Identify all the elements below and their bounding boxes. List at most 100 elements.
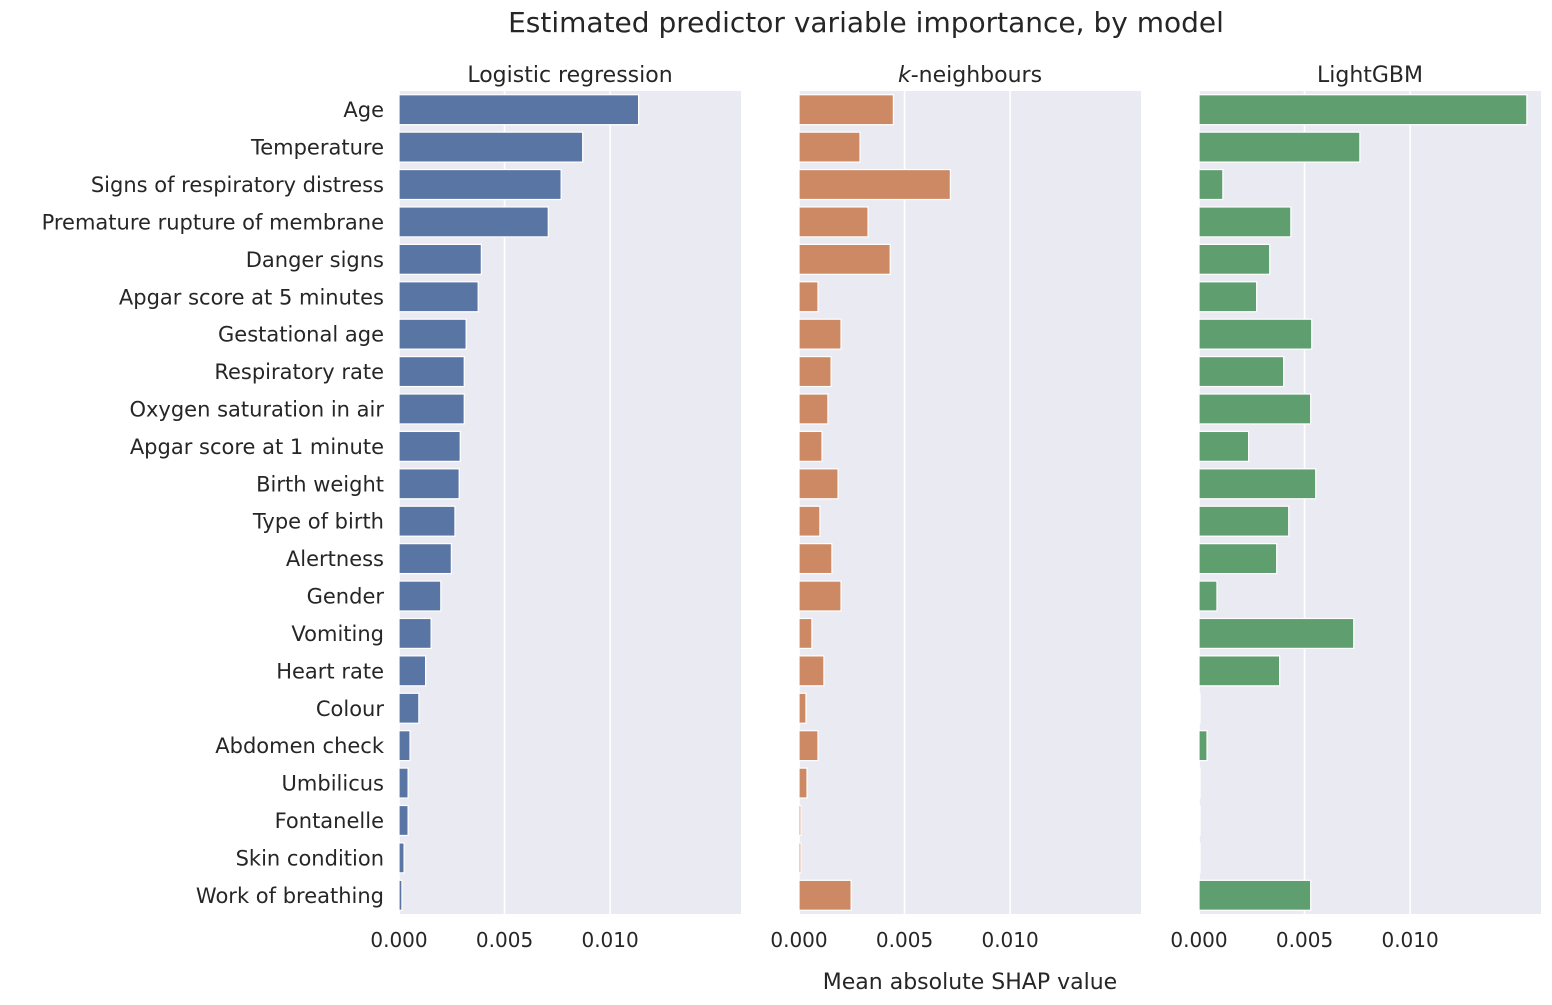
bar-abdomen-check bbox=[798, 730, 819, 762]
bar-work-of-breathing bbox=[798, 879, 852, 911]
bar-type-of-birth bbox=[398, 505, 456, 537]
bar-fontanelle bbox=[798, 804, 802, 837]
y-tick-label: Danger signs bbox=[246, 248, 384, 272]
panel-1: 0.000 0.005 0.010 k-neighbours bbox=[770, 63, 1141, 952]
y-tick-label: Work of breathing bbox=[196, 884, 384, 908]
bar-temperature bbox=[398, 131, 584, 163]
bar-gender bbox=[398, 580, 442, 612]
bar-alertness bbox=[798, 543, 833, 575]
panel-title-italic: k bbox=[898, 63, 912, 88]
bar-umbilicus bbox=[798, 767, 808, 799]
x-tick-label: 0.000 bbox=[370, 928, 427, 952]
bar-temperature bbox=[798, 131, 861, 163]
y-tick-label: Birth weight bbox=[256, 472, 384, 496]
bar-gestational-age bbox=[398, 318, 467, 350]
bar-umbilicus bbox=[1198, 767, 1201, 799]
bar-fontanelle bbox=[398, 804, 409, 837]
bar-colour bbox=[1198, 692, 1201, 724]
y-tick-label: Apgar score at 1 minute bbox=[130, 435, 384, 459]
bar-birth-weight bbox=[1198, 468, 1317, 500]
bar-signs-of-respiratory-distress bbox=[798, 168, 951, 201]
bar-apgar-score-at-1-minute bbox=[1198, 430, 1250, 462]
y-tick-label: Age bbox=[343, 98, 384, 122]
bar-gender bbox=[1198, 580, 1218, 612]
panel-title: Logistic regression bbox=[467, 63, 672, 88]
bar-fontanelle bbox=[1198, 804, 1201, 837]
bar-gender bbox=[798, 580, 842, 612]
bar-danger-signs bbox=[798, 243, 891, 275]
x-axis-label: Mean absolute SHAP value bbox=[823, 970, 1117, 995]
y-tick-label: Type of birth bbox=[252, 510, 384, 534]
y-tick-label: Gestational age bbox=[218, 323, 384, 347]
bar-age bbox=[798, 94, 894, 126]
bar-birth-weight bbox=[798, 468, 839, 500]
y-tick-label: Alertness bbox=[286, 547, 384, 571]
y-tick-label: Premature rupture of membrane bbox=[42, 210, 384, 234]
x-tick-label: 0.005 bbox=[476, 928, 533, 952]
bar-skin-condition bbox=[798, 842, 802, 874]
y-tick-label: Abdomen check bbox=[215, 734, 385, 758]
bar-oxygen-saturation-in-air bbox=[1198, 393, 1312, 425]
bar-colour bbox=[398, 692, 420, 724]
y-tick-label: Vomiting bbox=[291, 622, 384, 646]
bar-temperature bbox=[1198, 131, 1361, 163]
bar-skin-condition bbox=[398, 842, 405, 874]
bar-danger-signs bbox=[1198, 243, 1271, 275]
bar-apgar-score-at-5-minutes bbox=[798, 281, 819, 313]
bar-apgar-score-at-5-minutes bbox=[1198, 281, 1258, 313]
chart-title: Estimated predictor variable importance,… bbox=[508, 6, 1224, 39]
x-tick-label: 0.010 bbox=[981, 928, 1038, 952]
bar-apgar-score-at-5-minutes bbox=[398, 281, 479, 313]
y-tick-label: Skin condition bbox=[236, 846, 384, 870]
y-tick-label: Respiratory rate bbox=[214, 360, 384, 384]
bar-gestational-age bbox=[798, 318, 842, 350]
bar-gestational-age bbox=[1198, 318, 1313, 350]
panel-title-rest: -neighbours bbox=[911, 63, 1042, 88]
bar-heart-rate bbox=[798, 655, 825, 687]
panel-2: 0.000 0.005 0.010 LightGBM bbox=[1170, 63, 1541, 952]
bar-colour bbox=[798, 692, 807, 724]
panel-title: LightGBM bbox=[1317, 63, 1423, 88]
bar-apgar-score-at-1-minute bbox=[398, 430, 461, 462]
y-tick-label: Temperature bbox=[250, 136, 384, 160]
bar-birth-weight bbox=[398, 468, 460, 500]
y-tick-label: Umbilicus bbox=[282, 772, 384, 796]
bar-type-of-birth bbox=[1198, 505, 1290, 537]
panel-0: 0.000 0.005 0.010 Logistic regression bbox=[370, 63, 741, 952]
bar-heart-rate bbox=[398, 655, 427, 687]
bar-type-of-birth bbox=[798, 505, 821, 537]
y-tick-label: Gender bbox=[307, 585, 385, 609]
y-tick-label: Oxygen saturation in air bbox=[129, 397, 384, 421]
bar-age bbox=[398, 94, 640, 126]
x-tick-label: 0.005 bbox=[876, 928, 933, 952]
bar-vomiting bbox=[398, 617, 432, 649]
panel-title: k-neighbours bbox=[898, 63, 1042, 88]
x-tick-label: 0.010 bbox=[1381, 928, 1438, 952]
bar-age bbox=[1198, 94, 1528, 126]
bar-respiratory-rate bbox=[798, 356, 832, 388]
bar-premature-rupture-of-membrane bbox=[798, 206, 869, 238]
bar-respiratory-rate bbox=[1198, 356, 1285, 388]
y-tick-label: Fontanelle bbox=[275, 809, 384, 833]
bar-abdomen-check bbox=[1198, 730, 1208, 762]
bar-premature-rupture-of-membrane bbox=[398, 206, 549, 238]
y-tick-label: Colour bbox=[316, 697, 385, 721]
bar-oxygen-saturation-in-air bbox=[798, 393, 829, 425]
bar-vomiting bbox=[798, 617, 813, 649]
bar-signs-of-respiratory-distress bbox=[1198, 168, 1224, 201]
bar-alertness bbox=[398, 543, 452, 575]
x-tick-label: 0.005 bbox=[1276, 928, 1333, 952]
y-tick-label: Heart rate bbox=[276, 659, 384, 683]
y-tick-label: Apgar score at 5 minutes bbox=[119, 285, 384, 309]
bar-respiratory-rate bbox=[398, 356, 465, 388]
bar-work-of-breathing bbox=[1198, 879, 1312, 911]
bar-umbilicus bbox=[398, 767, 409, 799]
bar-vomiting bbox=[1198, 617, 1355, 649]
y-tick-label: Signs of respiratory distress bbox=[91, 173, 384, 197]
bar-heart-rate bbox=[1198, 655, 1281, 687]
bar-apgar-score-at-1-minute bbox=[798, 430, 823, 462]
y-tick-labels: Age Temperature Signs of respiratory distr… bbox=[42, 98, 385, 908]
x-tick-label: 0.000 bbox=[770, 928, 827, 952]
